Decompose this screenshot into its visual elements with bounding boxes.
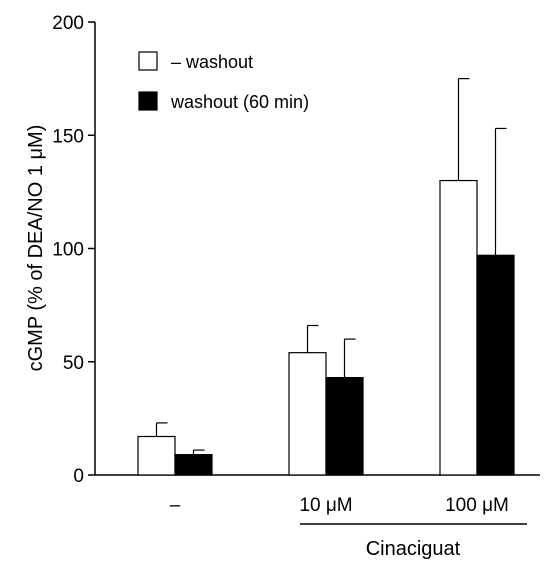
x-axis-categories: – 10 μM 100 μM <box>170 495 509 516</box>
y-tick-label: 0 <box>73 466 84 487</box>
y-tick-label: 50 <box>63 353 84 374</box>
legend-swatch <box>138 51 158 71</box>
bar <box>137 435 176 476</box>
bar <box>174 454 213 476</box>
group-label: Cinaciguat <box>366 538 461 560</box>
legend: – washout washout (60 min) <box>138 51 309 112</box>
bar <box>476 254 515 476</box>
y-axis-label: cGMP (% of DEA/NO 1 μM) <box>25 125 47 372</box>
legend-swatch <box>138 91 158 111</box>
y-tick-label: 200 <box>52 13 84 34</box>
legend-label: – washout <box>171 52 253 72</box>
bar <box>288 352 327 476</box>
bars <box>137 78 515 476</box>
x-category-label: 100 μM <box>445 495 509 516</box>
y-tick-label: 100 <box>52 240 84 261</box>
x-category-label: 10 μM <box>299 495 352 516</box>
x-category-label: – <box>170 495 181 516</box>
bar <box>325 377 364 476</box>
y-tick-label: 150 <box>52 126 84 147</box>
bar <box>439 179 478 476</box>
legend-label: washout (60 min) <box>170 92 309 112</box>
